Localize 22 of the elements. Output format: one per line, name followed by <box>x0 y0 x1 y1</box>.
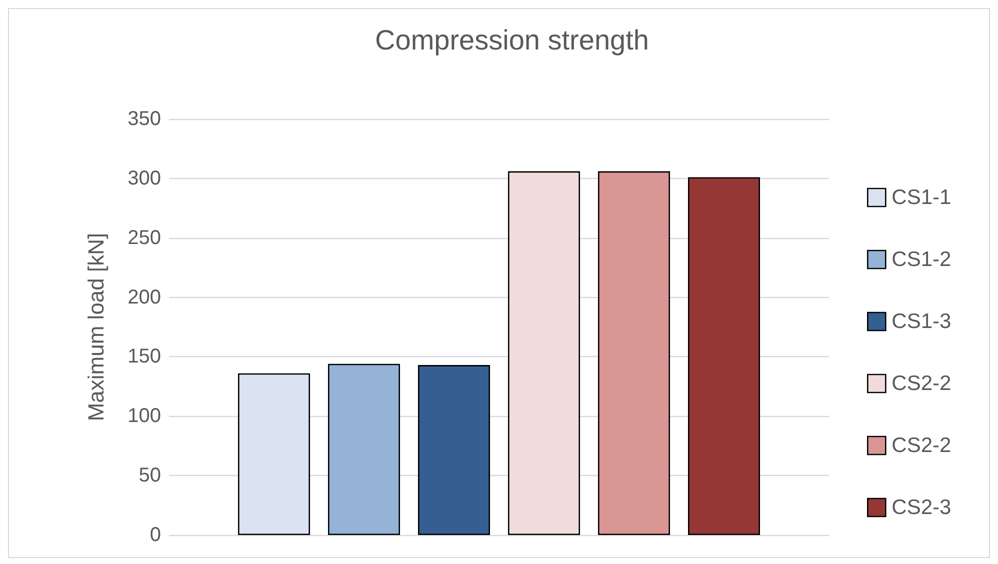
y-tick-label: 150 <box>128 346 161 368</box>
y-tick-label: 50 <box>138 464 161 487</box>
legend-label: CS1-1 <box>892 186 952 209</box>
legend-label: CS2-2 <box>892 434 952 457</box>
bar <box>598 171 670 535</box>
y-axis-title: Maximum load [kN] <box>84 232 108 422</box>
bar <box>418 365 490 535</box>
bar <box>688 177 760 535</box>
y-tick-label: 350 <box>128 108 161 130</box>
y-tick-label: 100 <box>128 405 161 428</box>
chart-title: Compression strength <box>375 24 649 56</box>
bar <box>328 364 400 535</box>
bar <box>238 373 310 535</box>
y-tick-label: 250 <box>128 226 161 249</box>
bar <box>508 171 580 535</box>
legend-label: CS2-3 <box>892 496 952 519</box>
y-tick-label: 0 <box>150 524 161 546</box>
y-tick-label: 200 <box>128 286 161 308</box>
legend-label: CS1-2 <box>892 248 952 271</box>
legend-label: CS1-3 <box>892 310 952 333</box>
legend-label: CS2-2 <box>892 372 952 395</box>
y-tick-label: 300 <box>128 167 161 190</box>
